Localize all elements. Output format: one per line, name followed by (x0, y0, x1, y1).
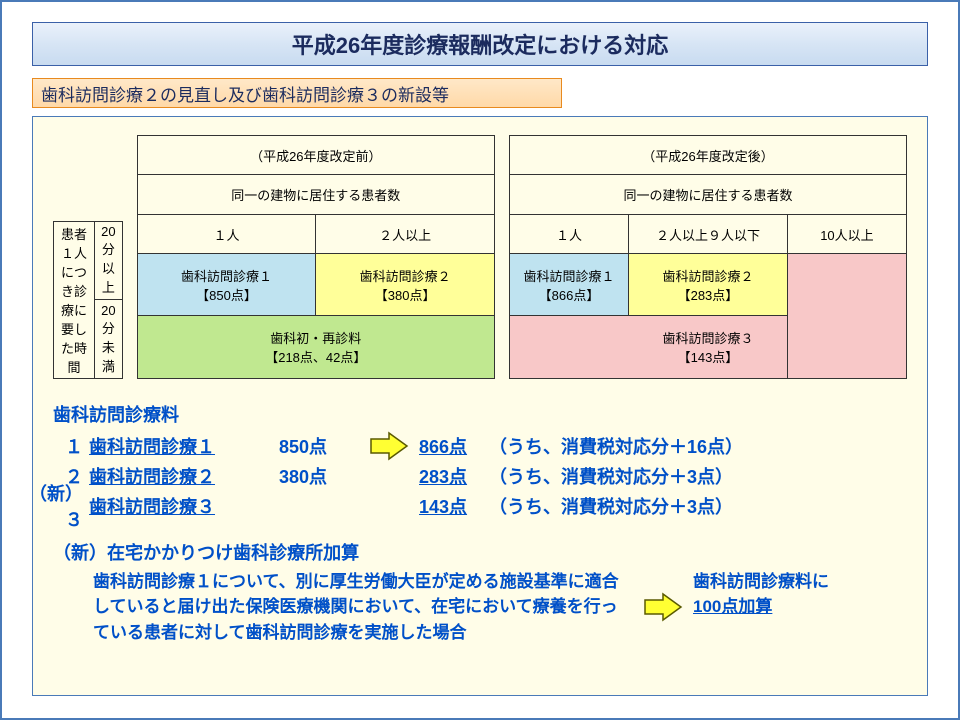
fee-heading: 歯科訪問診療料 (53, 401, 907, 427)
fee-line-3: （新）３ 歯科訪問診療３ 143点 （うち、消費税対応分＋3点） (17, 491, 907, 521)
bonus-section: （新）在宅かかりつけ歯科診療所加算 歯科訪問診療１について、別に厚生労働大臣が定… (53, 539, 907, 646)
bonus-right: 歯科訪問診療料に 100点加算 (693, 569, 907, 646)
fee-name: 歯科訪問診療３ (89, 493, 279, 519)
after-col-1: １人 (509, 214, 628, 253)
before-cell-a: 歯科訪問診療１【850点】 (137, 254, 316, 316)
after-header: （平成26年度改定後） (509, 136, 906, 175)
bonus-right-1: 歯科訪問診療料に (693, 572, 829, 591)
fee-name: 歯科訪問診療２ (89, 463, 279, 489)
page-subtitle: 歯科訪問診療２の見直し及び歯科訪問診療３の新設等 (32, 78, 562, 108)
fee-num: １ (53, 433, 89, 459)
after-col-2: ２人以上９人以下 (629, 214, 788, 253)
arrow-icon (643, 592, 683, 622)
after-col-3: 10人以上 (787, 214, 906, 253)
after-cell-c: 歯科訪問診療３【143点】 (509, 316, 906, 378)
after-cell-b: 歯科訪問診療２【283点】 (629, 254, 788, 316)
fee-line-2: ２ 歯科訪問診療２ 380点 283点 （うち、消費税対応分＋3点） (53, 461, 907, 491)
fee-note: （うち、消費税対応分＋3点） (489, 493, 907, 519)
before-cell-c: 歯科初・再診料【218点、42点】 (137, 316, 494, 378)
row-label-20minus: 20分未満 (95, 300, 123, 379)
before-col-2: ２人以上 (316, 214, 495, 253)
fee-section: 歯科訪問診療料 １ 歯科訪問診療１ 850点 866点 （うち、消費税対応分＋1… (53, 401, 907, 521)
arrow-icon (369, 431, 409, 461)
before-header: （平成26年度改定前） (137, 136, 494, 175)
before-table: （平成26年度改定前） 同一の建物に居住する患者数 １人 ２人以上 歯科訪問診療… (137, 135, 495, 379)
before-col-1: １人 (137, 214, 316, 253)
content-panel: 患者１人につき診療に要した時間 20分以上 20分未満 （平成26年度改定前） … (32, 116, 928, 696)
fee-pts: 380点 (279, 463, 359, 489)
row-label-patient: 患者１人につき診療に要した時間 (54, 221, 95, 378)
before-subheader: 同一の建物に居住する患者数 (137, 175, 494, 214)
bonus-text: 歯科訪問診療１について、別に厚生労働大臣が定める施設基準に適合していると届け出た… (93, 569, 633, 646)
after-subheader: 同一の建物に居住する患者数 (509, 175, 906, 214)
row-label-20plus: 20分以上 (95, 221, 123, 300)
page-title: 平成26年度診療報酬改定における対応 (32, 22, 928, 66)
bonus-right-2: 100点加算 (693, 597, 772, 616)
row-label-table: 患者１人につき診療に要した時間 20分以上 20分未満 (53, 135, 123, 379)
fee-pts: 850点 (279, 433, 359, 459)
fee-name: 歯科訪問診療１ (89, 433, 279, 459)
fee-newpts: 143点 (419, 493, 489, 519)
after-cell-a: 歯科訪問診療１【866点】 (509, 254, 628, 316)
comparison-tables: 患者１人につき診療に要した時間 20分以上 20分未満 （平成26年度改定前） … (53, 135, 907, 379)
fee-line-1: １ 歯科訪問診療１ 850点 866点 （うち、消費税対応分＋16点） (53, 431, 907, 461)
after-table: （平成26年度改定後） 同一の建物に居住する患者数 １人 ２人以上９人以下 10… (509, 135, 907, 379)
fee-note: （うち、消費税対応分＋16点） (489, 433, 907, 459)
fee-note: （うち、消費税対応分＋3点） (489, 463, 907, 489)
fee-newpts: 866点 (419, 433, 489, 459)
bonus-heading: （新）在宅かかりつけ歯科診療所加算 (53, 539, 907, 565)
fee-num: （新）３ (17, 480, 89, 532)
fee-newpts: 283点 (419, 463, 489, 489)
before-cell-b: 歯科訪問診療２【380点】 (316, 254, 495, 316)
